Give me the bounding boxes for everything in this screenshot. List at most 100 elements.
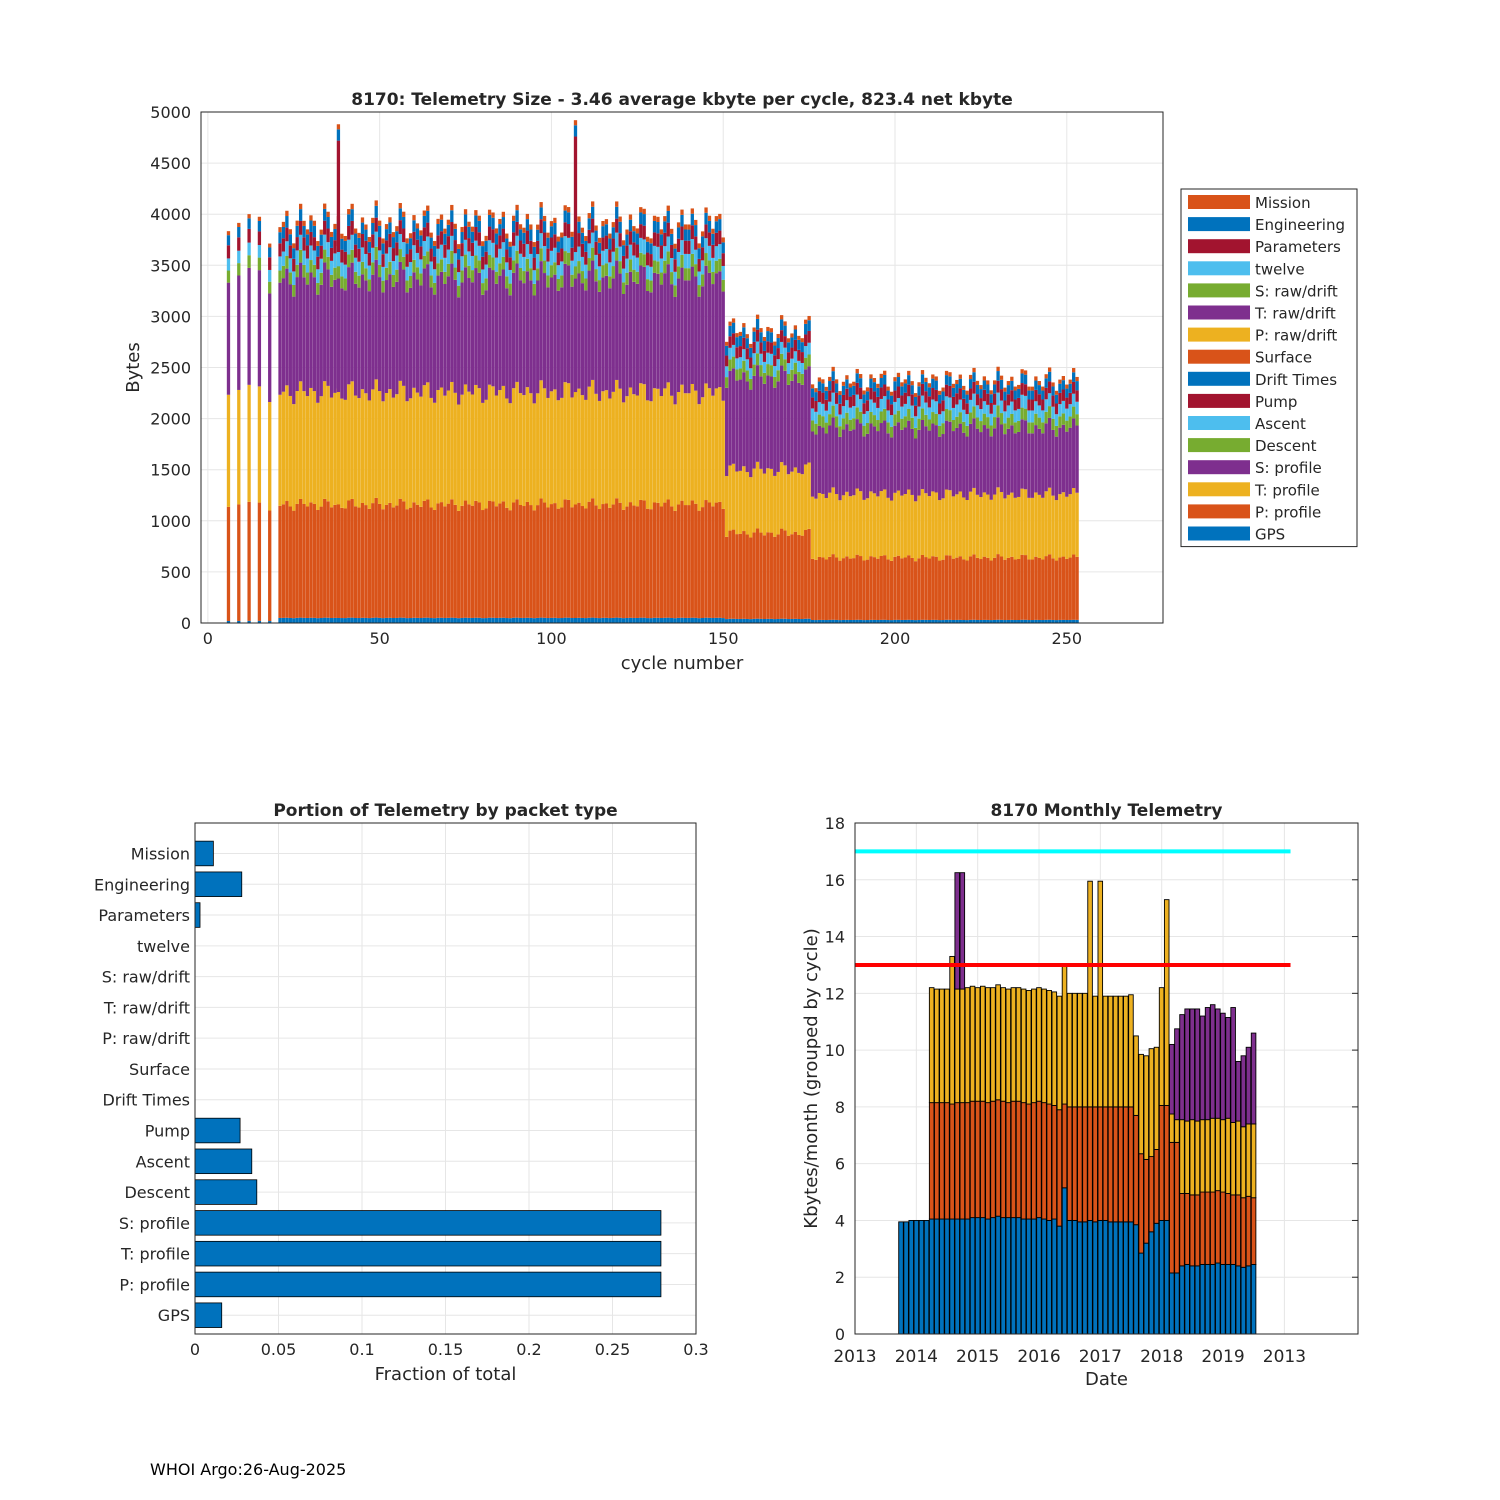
bar-segment (432, 618, 437, 623)
bar-segment (415, 239, 420, 253)
bar-segment (1240, 1055, 1247, 1128)
bar-segment (1117, 1106, 1124, 1223)
bar-segment (563, 617, 567, 623)
bar-segment (728, 359, 732, 371)
bar-segment (436, 218, 440, 225)
bar-segment (711, 228, 715, 234)
bar-segment (725, 366, 729, 378)
bar-segment (494, 617, 499, 623)
bar-segment (759, 532, 763, 619)
bar-segment (1065, 397, 1069, 409)
bar-segment (927, 396, 932, 408)
bar-segment (673, 404, 677, 511)
bar-segment (1037, 557, 1041, 620)
bar-segment (1112, 995, 1119, 1108)
bar-segment (869, 374, 873, 379)
bar-segment (1235, 1194, 1241, 1267)
bar-segment (405, 401, 409, 510)
bar-segment (855, 407, 859, 420)
bar-segment (845, 379, 849, 389)
bar-segment (886, 620, 890, 623)
bar-segment (872, 378, 877, 383)
bar-segment (632, 226, 636, 232)
bar-segment (343, 240, 347, 252)
bar-segment (962, 620, 966, 623)
bar-segment (927, 407, 932, 420)
bar-segment (793, 374, 798, 468)
bar-segment (560, 397, 564, 508)
y-tick-label: Parameters (98, 906, 190, 925)
bar-segment (398, 249, 402, 262)
bar-segment (470, 505, 475, 618)
bar-segment (298, 209, 303, 221)
bar-segment (577, 617, 581, 623)
bar-segment (419, 617, 423, 623)
y-tick-label: 500 (160, 563, 191, 582)
bar-segment (738, 335, 743, 347)
bar-segment (838, 620, 842, 623)
bar-segment (546, 248, 550, 262)
bar-segment (962, 385, 966, 390)
bars (226, 120, 1079, 623)
bar-segment (649, 292, 653, 402)
y-tick-label: 4 (835, 1211, 845, 1230)
bar-segment (821, 493, 825, 558)
bar-segment (810, 408, 815, 421)
bar-segment (985, 987, 991, 1104)
bar-segment (845, 556, 849, 620)
bar-segment (810, 431, 815, 497)
bar-segment (632, 281, 636, 395)
bar-segment (573, 136, 578, 253)
bar-segment (487, 209, 492, 215)
bar-segment (371, 247, 375, 263)
bar-segment (450, 499, 454, 618)
bar-segment (941, 387, 945, 392)
bar-segment (642, 208, 646, 215)
bar-segment (580, 227, 585, 233)
bar-segment (1204, 1007, 1211, 1121)
bar-segment (1013, 399, 1017, 411)
bar-segment (999, 413, 1004, 425)
bar-segment (439, 387, 444, 503)
bar-segment (920, 554, 925, 620)
bar-segment (969, 985, 976, 1102)
bar-segment (920, 619, 925, 623)
bar-segment (1117, 995, 1124, 1108)
bar-segment (577, 261, 581, 274)
bar-segment (343, 508, 347, 619)
bar-segment (618, 261, 622, 274)
bar-segment (786, 619, 791, 623)
bar-segment (625, 284, 629, 397)
y-tick-label: T: raw/drift (103, 998, 190, 1017)
bar-segment (814, 434, 818, 499)
x-tick-label: 0 (203, 629, 213, 648)
bar-segment (1230, 1122, 1236, 1196)
bar-segment (402, 385, 406, 502)
bar-segment (298, 617, 303, 623)
bar-segment (917, 386, 921, 396)
bar-segment (824, 422, 828, 434)
bar-segment (326, 385, 330, 502)
bar-segment (570, 286, 574, 398)
x-axis-label: cycle number (621, 653, 744, 674)
bar-segment (611, 504, 615, 618)
bar-segment (838, 403, 842, 415)
bar-segment (515, 210, 519, 222)
x-tick-label: 2013 (1263, 1347, 1306, 1367)
bar-segment (1075, 414, 1079, 426)
x-axis-label: Fraction of total (375, 1364, 517, 1385)
bar-segment (913, 396, 918, 406)
bar-segment (360, 261, 365, 275)
bar-segment (645, 400, 650, 509)
bar-segment (621, 255, 626, 269)
bar-segment (1056, 995, 1063, 1111)
bar-segment (742, 466, 746, 532)
bar-segment (999, 389, 1004, 401)
bar-segment (690, 383, 694, 501)
bar-segment (463, 500, 468, 618)
bar-segment (752, 375, 756, 469)
bar-segment (903, 392, 907, 404)
bar-segment (436, 235, 440, 249)
bar-segment (1046, 990, 1052, 1105)
bar-segment (1023, 384, 1028, 396)
